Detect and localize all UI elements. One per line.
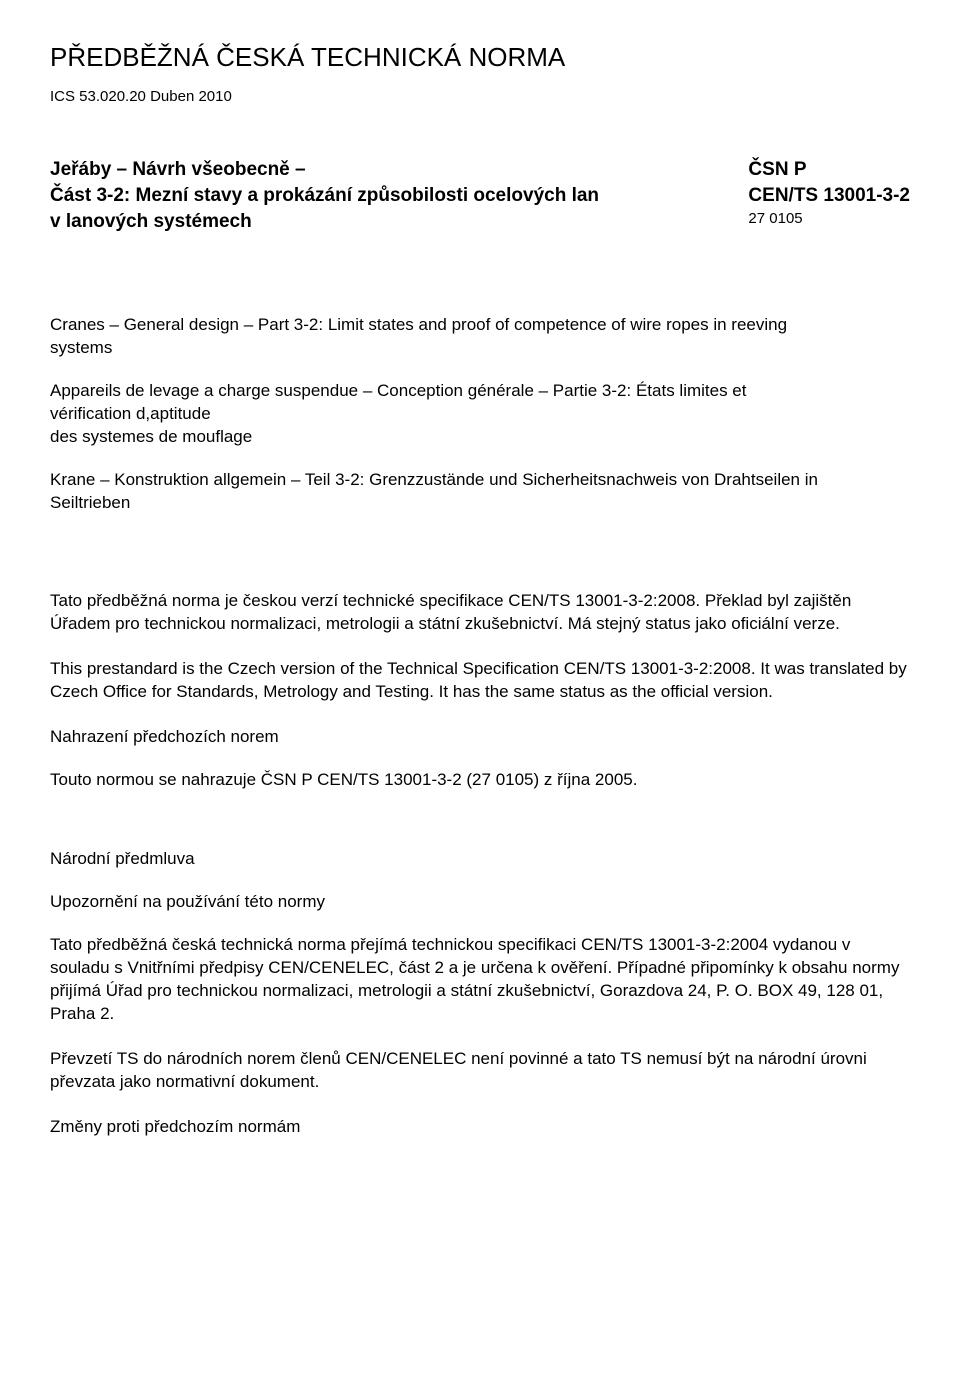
czech-title-line3: v lanových systémech (50, 209, 728, 235)
german-title: Krane – Konstruktion allgemein – Teil 3-… (50, 469, 910, 515)
ics-code: ICS 53.020.20 (50, 88, 146, 105)
ics-date-line: ICS 53.020.20 Duben 2010 (50, 87, 910, 107)
english-line1: Cranes – General design – Part 3-2: Limi… (50, 314, 910, 337)
cen-ts-code: CEN/TS 13001-3-2 (748, 183, 910, 209)
german-line1: Krane – Konstruktion allgemein – Teil 3-… (50, 469, 910, 492)
publication-date: Duben 2010 (150, 88, 232, 105)
french-line2: vérification d,aptitude (50, 403, 910, 426)
header-right: ČSN P CEN/TS 13001-3-2 27 0105 (748, 157, 910, 229)
description-czech: Tato předběžná norma je českou verzí tec… (50, 590, 910, 636)
french-title: Appareils de levage a charge suspendue –… (50, 380, 910, 449)
replacement-text: Touto normou se nahrazuje ČSN P CEN/TS 1… (50, 769, 910, 792)
french-line1: Appareils de levage a charge suspendue –… (50, 380, 910, 403)
header-block: Jeřáby – Návrh všeobecně – Část 3-2: Mez… (50, 157, 910, 234)
usage-warning-heading: Upozornění na používání této normy (50, 891, 910, 914)
czech-title-line2: Část 3-2: Mezní stavy a prokázání způsob… (50, 183, 728, 209)
usage-paragraph-2: Převzetí TS do národních norem členů CEN… (50, 1048, 910, 1094)
classification-code: 27 0105 (748, 209, 910, 229)
description-english: This prestandard is the Czech version of… (50, 658, 910, 704)
usage-paragraph-1: Tato předběžná česká technická norma pře… (50, 934, 910, 1026)
changes-heading: Změny proti předchozím normám (50, 1116, 910, 1139)
header-left: Jeřáby – Návrh všeobecně – Část 3-2: Mez… (50, 157, 748, 234)
csn-p-label: ČSN P (748, 157, 910, 183)
german-line2: Seiltrieben (50, 492, 910, 515)
czech-title-line1: Jeřáby – Návrh všeobecně – (50, 157, 728, 183)
document-title: PŘEDBĚŽNÁ ČESKÁ TECHNICKÁ NORMA (50, 40, 910, 75)
english-title: Cranes – General design – Part 3-2: Limi… (50, 314, 910, 360)
replacement-heading: Nahrazení předchozích norem (50, 726, 910, 749)
national-foreword-heading: Národní předmluva (50, 848, 910, 871)
english-line2: systems (50, 337, 910, 360)
french-line3: des systemes de mouflage (50, 426, 910, 449)
